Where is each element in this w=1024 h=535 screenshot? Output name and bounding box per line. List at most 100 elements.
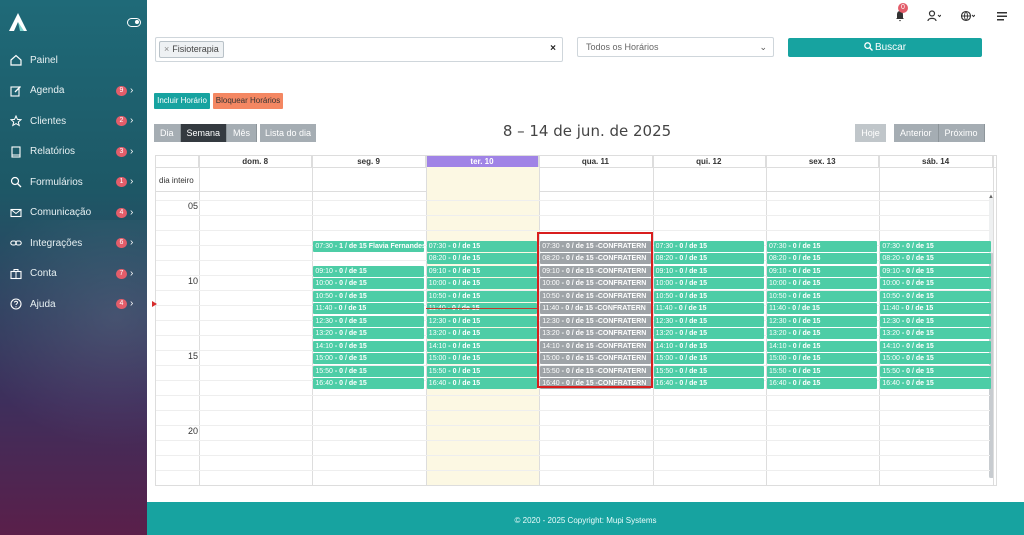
schedule-slot[interactable]: 10:00 - 0 / de 15 [880,278,991,289]
schedule-slot[interactable]: 12:30 - 0 / de 15 [880,315,991,327]
sidebar-item-relatorios[interactable]: Relatórios 3 › [0,137,147,168]
schedule-slot[interactable]: 15:00 - 0 / de 15 [767,353,878,364]
schedule-slot[interactable]: 12:30 - 0 / de 15 [767,315,878,327]
schedule-slot[interactable]: 16:40 - 0 / de 15 [653,378,764,389]
schedule-slot[interactable]: 11:40 - 0 / de 15 [767,303,878,314]
schedule-slot[interactable]: 09:10 - 0 / de 15 [653,265,764,277]
day-header[interactable]: ter. 10 [425,156,540,167]
schedule-slot[interactable]: 07:30 - 0 / de 15 [426,240,538,252]
schedule-slot[interactable]: 11:40 - 0 / de 15 -CONFRATERN [540,303,651,314]
filter-chip[interactable]: × Fisioterapia [159,41,224,58]
schedule-slot[interactable]: 15:50 - 0 / de 15 [653,365,764,377]
sidebar-toggle[interactable] [127,18,141,27]
schedule-slot[interactable]: 09:10 - 0 / de 15 [426,265,538,277]
day-list-button[interactable]: Lista do dia [260,124,316,142]
schedule-slot[interactable]: 10:50 - 0 / de 15 [313,290,424,302]
schedule-slot[interactable]: 15:00 - 0 / de 15 -CONFRATERN [540,353,651,364]
schedule-slot[interactable]: 12:30 - 0 / de 15 [313,315,424,327]
schedule-slot[interactable]: 14:10 - 0 / de 15 [653,340,764,352]
day-header[interactable]: seg. 9 [312,156,426,167]
day-header[interactable]: sáb. 14 [879,156,993,167]
schedule-slot[interactable]: 15:50 - 0 / de 15 [426,365,538,377]
schedule-slot[interactable]: 14:10 - 0 / de 15 [426,340,538,352]
schedule-slot[interactable]: 11:40 - 0 / de 15 [313,303,424,314]
schedule-slot[interactable]: 10:00 - 0 / de 15 [426,278,538,289]
sidebar-item-formularios[interactable]: Formulários 1 › [0,167,147,198]
schedule-slot[interactable]: 09:10 - 0 / de 15 -CONFRATERN [540,265,651,277]
schedule-slot[interactable]: 12:30 - 0 / de 15 [653,315,764,327]
app-logo[interactable] [8,12,28,32]
clear-filter-icon[interactable]: × [550,43,556,54]
previous-button[interactable]: Anterior [894,124,939,142]
schedule-slot[interactable]: 13:20 - 0 / de 15 [426,328,538,339]
schedule-slot[interactable]: 15:50 - 0 / de 15 [313,365,424,377]
day-header[interactable]: qui. 12 [653,156,766,167]
schedule-slot[interactable]: 10:50 - 0 / de 15 [880,290,991,302]
schedule-slot[interactable]: 07:30 - 0 / de 15 [767,240,878,252]
schedule-slot[interactable]: 16:40 - 0 / de 15 [880,378,991,389]
schedule-slot[interactable]: 10:00 - 0 / de 15 [313,278,424,289]
scroll-thumb[interactable] [989,253,994,478]
schedule-slot[interactable]: 13:20 - 0 / de 15 [313,328,424,339]
sidebar-item-conta[interactable]: Conta 7 › [0,259,147,290]
schedule-slot[interactable]: 15:00 - 0 / de 15 [653,353,764,364]
schedule-slot[interactable]: 15:00 - 0 / de 15 [880,353,991,364]
schedule-slot[interactable]: 08:20 - 0 / de 15 [767,253,878,264]
view-day-button[interactable]: Dia [154,124,181,142]
schedule-slot[interactable]: 09:10 - 0 / de 15 [313,265,424,277]
schedule-slot[interactable]: 07:30 - 0 / de 15 -CONFRATERN [540,240,651,252]
specialty-filter[interactable]: × Fisioterapia × [155,37,563,62]
notification-bell-icon[interactable]: 0 [890,3,910,24]
schedule-slot[interactable]: 15:00 - 0 / de 15 [313,353,424,364]
schedule-slot[interactable]: 08:20 - 0 / de 15 -CONFRATERN [540,253,651,264]
schedule-slot[interactable]: 15:50 - 0 / de 15 -CONFRATERN [540,365,651,377]
schedule-slot[interactable]: 12:30 - 0 / de 15 [426,315,538,327]
schedule-slot[interactable]: 16:40 - 0 / de 15 [767,378,878,389]
menu-icon[interactable] [992,8,1012,24]
schedule-slot[interactable]: 16:40 - 0 / de 15 -CONFRATERN [540,378,651,389]
schedule-slot[interactable]: 08:20 - 0 / de 15 [880,253,991,264]
schedule-slot[interactable]: 10:50 - 0 / de 15 -CONFRATERN [540,290,651,302]
block-slots-button[interactable]: Bloquear Horários [213,93,283,109]
schedule-slot[interactable]: 10:00 - 0 / de 15 [767,278,878,289]
schedule-slot[interactable]: 09:10 - 0 / de 15 [880,265,991,277]
schedule-slot[interactable]: 07:30 - 0 / de 15 [880,240,991,252]
sidebar-item-ajuda[interactable]: Ajuda 4 › [0,289,147,320]
schedule-slot[interactable]: 14:10 - 0 / de 15 [880,340,991,352]
schedule-slot[interactable]: 14:10 - 0 / de 15 [767,340,878,352]
schedule-slot[interactable]: 09:10 - 0 / de 15 [767,265,878,277]
sidebar-item-integracoes[interactable]: Integrações 6 › [0,228,147,259]
day-header[interactable]: sex. 13 [766,156,880,167]
schedule-slot[interactable]: 14:10 - 0 / de 15 [313,340,424,352]
day-header[interactable]: qua. 11 [539,156,653,167]
schedule-slot[interactable]: 13:20 - 0 / de 15 -CONFRATERN [540,328,651,339]
schedule-slot[interactable]: 11:40 - 0 / de 15 [880,303,991,314]
calendar-scrollbar[interactable] [989,198,994,478]
today-button[interactable]: Hoje [855,124,886,142]
schedule-slot[interactable]: 13:20 - 0 / de 15 [767,328,878,339]
schedule-slot[interactable]: 10:00 - 0 / de 15 [653,278,764,289]
day-header[interactable]: dom. 8 [199,156,313,167]
schedule-slot[interactable]: 08:20 - 0 / de 15 [426,253,538,264]
schedule-slot[interactable]: 15:50 - 0 / de 15 [880,365,991,377]
scroll-up-icon[interactable]: ▲ [988,194,994,200]
schedule-slot[interactable]: 16:40 - 0 / de 15 [426,378,538,389]
schedule-slot[interactable]: 07:30 - 1 / de 15 Flavia Fernandes [313,240,424,252]
schedule-slot[interactable]: 12:30 - 0 / de 15 -CONFRATERN [540,315,651,327]
schedule-slot[interactable]: 11:40 - 0 / de 15 [653,303,764,314]
view-week-button[interactable]: Semana [180,124,228,142]
globe-icon[interactable] [958,8,978,24]
sidebar-item-comunicacao[interactable]: Comunicação 4 › [0,198,147,229]
sidebar-item-painel[interactable]: Painel [0,45,147,76]
schedule-slot[interactable]: 15:50 - 0 / de 15 [767,365,878,377]
chip-remove-icon[interactable]: × [164,44,170,54]
schedule-slot[interactable]: 16:40 - 0 / de 15 [313,378,424,389]
schedule-slot[interactable]: 10:50 - 0 / de 15 [653,290,764,302]
schedule-slot[interactable]: 08:20 - 0 / de 15 [653,253,764,264]
schedule-slot[interactable]: 13:20 - 0 / de 15 [653,328,764,339]
schedule-select[interactable]: Todos os Horários ⌄ [577,37,774,57]
schedule-slot[interactable]: 10:50 - 0 / de 15 [426,290,538,302]
sidebar-item-clientes[interactable]: Clientes 2 › [0,106,147,137]
schedule-slot[interactable]: 15:00 - 0 / de 15 [426,353,538,364]
search-button[interactable]: Buscar [788,38,982,57]
